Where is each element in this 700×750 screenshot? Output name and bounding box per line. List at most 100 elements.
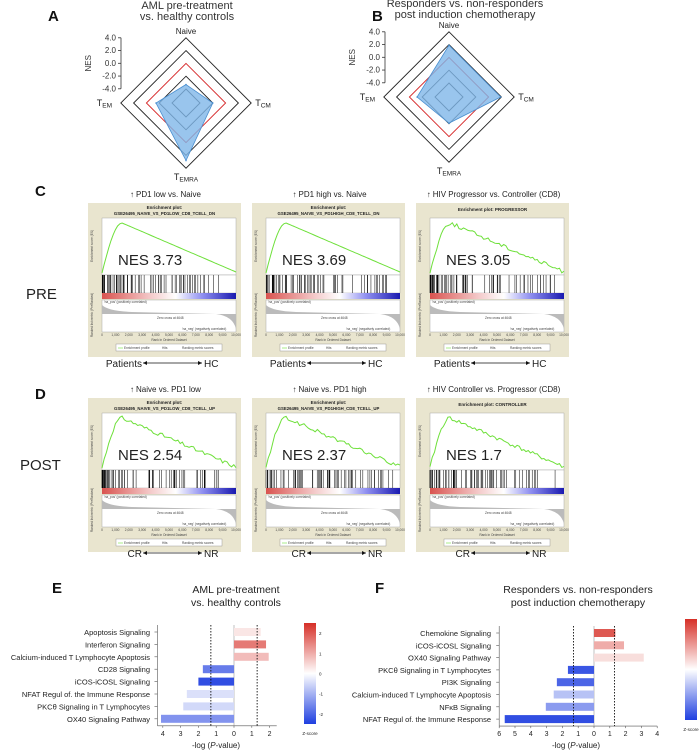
legend-item: Ranking metric scores xyxy=(510,541,542,545)
gsea-plot: Naive vs. PD1 high↑ Enrichment plot:GSE26… xyxy=(252,385,405,552)
bar xyxy=(161,714,234,723)
negative-label: 'na_neg' (negatively correlated) xyxy=(182,522,226,526)
x-tick-label: 1,000 xyxy=(275,333,283,337)
es-plot-area xyxy=(429,412,565,471)
radar-point xyxy=(212,102,214,104)
category-label: PKCθ Signaling in T Lymphocytes xyxy=(37,702,150,711)
x-tick-label: 1,000 xyxy=(111,528,119,532)
x-tick-label: 1,000 xyxy=(275,528,283,532)
x-tick-label: 1 xyxy=(214,731,218,738)
gsea-plot-title: Enrichment plot: xyxy=(147,400,183,405)
chart-subtitle: post induction chemotherapy xyxy=(395,9,536,21)
rank-axis-label: Ranked list metric (PreRanked) xyxy=(254,293,258,337)
x-tick-label: 1,000 xyxy=(111,333,119,337)
zero-cross-label: Zero cross at 4648 xyxy=(485,316,512,320)
x-tick-label: 4,000 xyxy=(316,528,324,532)
axis-label-temra: TEMRA xyxy=(437,166,462,178)
legend-item: Ranking metric scores xyxy=(346,346,378,350)
x-tick-label: 8,000 xyxy=(205,528,213,532)
x-tick-label: 2,000 xyxy=(125,333,133,337)
positive-label: 'na_pos' (positively correlated) xyxy=(104,495,147,499)
x-tick-label: 9,000 xyxy=(219,333,227,337)
comparison-arrow: CR NR xyxy=(456,549,547,560)
colorbar-tick-label: 0 xyxy=(319,672,322,677)
x-tick-label: 10,000 xyxy=(231,528,241,532)
label-main: T xyxy=(174,172,180,182)
gsea-legend xyxy=(279,538,387,547)
nes-tick-label: -4.0 xyxy=(102,84,116,93)
x-tick-label: 7,000 xyxy=(520,333,528,337)
x-axis-label: Rank in Ordered Dataset xyxy=(479,338,514,342)
nes-value: NES 1.7 xyxy=(446,447,502,464)
x-tick-label: 7,000 xyxy=(356,333,364,337)
x-tick-label: 3,000 xyxy=(138,528,146,532)
negative-label: 'na_neg' (negatively correlated) xyxy=(346,327,390,331)
x-tick-label: 1,000 xyxy=(439,528,447,532)
label-subscript: EMRA xyxy=(442,171,461,178)
positive-label: 'na_pos' (positively correlated) xyxy=(432,300,475,304)
x-axis-label: Rank in Ordered Dataset xyxy=(315,533,350,537)
colorbar-tick-label: 1 xyxy=(319,651,322,656)
positive-label: 'na_pos' (positively correlated) xyxy=(104,300,147,304)
x-tick-label: 2,000 xyxy=(289,333,297,337)
panel-label: E xyxy=(52,580,62,597)
gsea-plot-title: Enrichment plot: PROGRESSOR xyxy=(458,207,528,212)
gsea-gene-set: GSE26495_NAIVE_VS_PD1HIGH_CD8_TCELL_DN xyxy=(278,211,380,216)
bar xyxy=(567,665,594,674)
category-label: iCOS-iCOSL Signaling xyxy=(75,678,150,687)
es-plot-area xyxy=(101,217,237,276)
x-tick-label: 7,000 xyxy=(356,528,364,532)
ranked-metric-area xyxy=(101,299,237,333)
radar-area xyxy=(416,44,502,124)
gsea-header: HIV Controller vs. Progressor (CD8) xyxy=(433,385,561,394)
chart-title: Responders vs. non-responders xyxy=(503,584,652,596)
nes-value: NES 3.05 xyxy=(446,252,510,269)
x-tick-label: 8,000 xyxy=(533,528,541,532)
nes-tick-label: 0.0 xyxy=(369,53,381,62)
x-tick-label: 8,000 xyxy=(533,333,541,337)
negative-label: 'na_neg' (negatively correlated) xyxy=(510,327,554,331)
legend-item: Ranking metric scores xyxy=(346,541,378,545)
legend-item: Hits xyxy=(162,541,168,545)
colorbar-tick-label: -2 xyxy=(319,712,323,717)
x-tick-label: 7,000 xyxy=(520,528,528,532)
category-label: NFAT Regul of. the Immune Response xyxy=(363,715,491,724)
nes-tick-label: 2.0 xyxy=(105,46,117,55)
enrichment-profile-line xyxy=(265,415,401,468)
label-main: T xyxy=(518,92,524,102)
comparison-arrow: Patients HC xyxy=(270,359,383,370)
gsea-plot-title: Enrichment plot: xyxy=(311,205,347,210)
x-tick-label: 3,000 xyxy=(466,528,474,532)
x-tick-label: 5,000 xyxy=(165,528,173,532)
x-tick-label: 6,000 xyxy=(342,528,350,532)
bar xyxy=(594,653,644,662)
x-tick-label: 5,000 xyxy=(493,333,501,337)
x-tick-label: 6,000 xyxy=(342,333,350,337)
x-tick-label: 2,000 xyxy=(289,528,297,532)
nes-tick-label: -2.0 xyxy=(102,72,116,81)
x-tick-label: 6 xyxy=(497,731,501,738)
x-tick-label: 2 xyxy=(196,731,200,738)
category-label: OX40 Signaling Pathway xyxy=(67,715,150,724)
ranked-metric-area xyxy=(265,299,401,333)
category-label: iCOS-iCOSL Signaling xyxy=(416,641,491,650)
rank-color-bar xyxy=(266,488,400,494)
x-tick-label: 9,000 xyxy=(547,333,555,337)
x-tick-label: 3,000 xyxy=(466,333,474,337)
row-label-pre: PRE xyxy=(26,286,57,303)
x-tick-label: 2 xyxy=(560,731,564,738)
x-tick-label: 4,000 xyxy=(316,333,324,337)
comparison-left: CR xyxy=(128,549,142,560)
nes-value: NES 2.54 xyxy=(118,447,182,464)
x-tick-label: 2,000 xyxy=(453,528,461,532)
up-arrow-icon: ↑ xyxy=(130,385,134,394)
rank-axis-label: Ranked list metric (PreRanked) xyxy=(418,488,422,532)
gsea-legend xyxy=(443,538,551,547)
chart-subtitle: vs. healthy controls xyxy=(191,597,281,609)
up-arrow-icon: ↑ xyxy=(292,190,296,199)
x-tick-label: 4,000 xyxy=(480,528,488,532)
legend-item: Ranking metric scores xyxy=(182,346,214,350)
enrichment-profile-line xyxy=(265,222,401,274)
